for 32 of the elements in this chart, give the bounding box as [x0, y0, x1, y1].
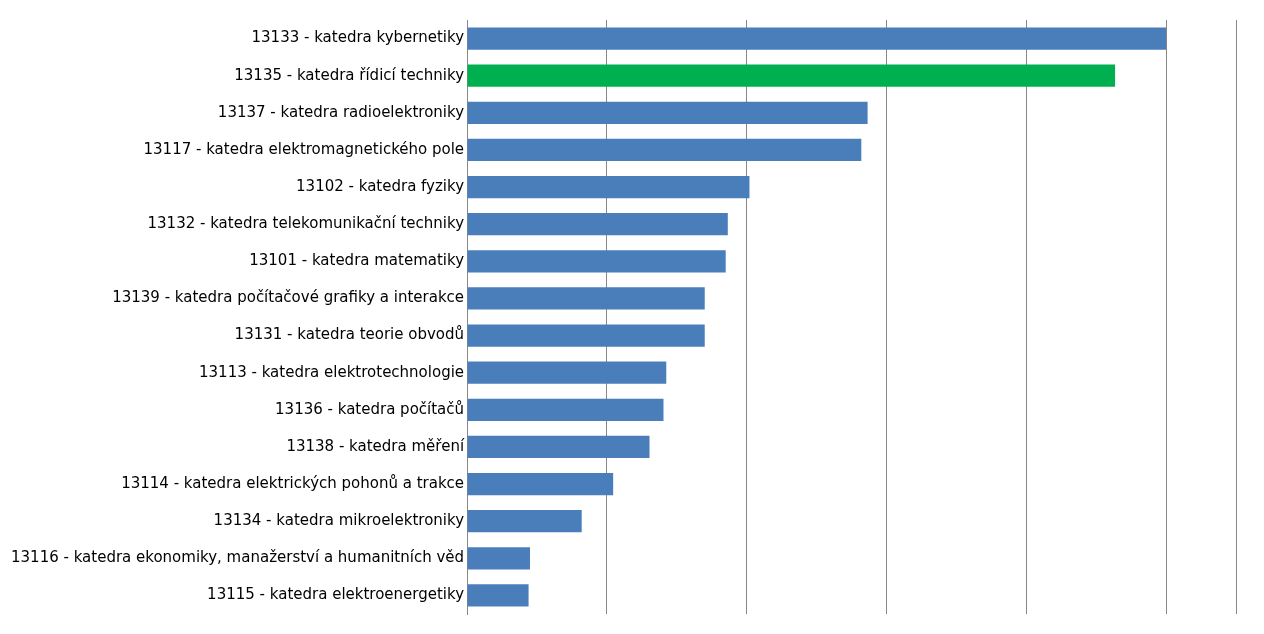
y-tick-label: 13114 - katedra elektrických pohonů a trakce: [121, 473, 465, 492]
bar: [467, 250, 726, 273]
y-tick-label: 13131 - katedra teorie obvodů: [234, 325, 465, 344]
y-tick-label: 13134 - katedra mikroelektroniky: [213, 511, 465, 530]
y-tick-label: 13115 - katedra elektroenergetiky: [207, 585, 465, 604]
y-tick-label: 13113 - katedra elektrotechnologie: [199, 362, 465, 381]
y-tick-label: 13132 - katedra telekomunikační techniky: [147, 214, 465, 233]
y-tick-label: 13102 - katedra fyziky: [296, 176, 465, 195]
bar: [467, 584, 529, 607]
bar: [467, 27, 1167, 50]
y-tick-label: 13117 - katedra elektromagnetického pole: [143, 139, 465, 158]
bar: [467, 547, 530, 570]
bar: [467, 101, 868, 124]
y-tick-label: 13139 - katedra počítačové grafiky a interakce: [112, 288, 465, 307]
bar: [467, 510, 582, 533]
bar: [467, 435, 650, 459]
bar: [467, 64, 1116, 87]
bar: [467, 175, 750, 199]
bar: [467, 472, 614, 496]
y-tick-label: 13101 - katedra matematiky: [249, 251, 465, 270]
bar: [467, 138, 862, 162]
bar: [467, 398, 664, 421]
bar: [467, 287, 705, 310]
y-tick-label: 13137 - katedra radioelektroniky: [217, 102, 465, 121]
y-tick-label: 13135 - katedra řídicí techniky: [234, 65, 465, 84]
bar: [467, 324, 705, 347]
bar: [467, 361, 667, 384]
y-tick-label: 13136 - katedra počítačů: [275, 399, 465, 418]
bar: [467, 213, 728, 236]
y-tick-label: 13133 - katedra kybernetiky: [251, 28, 465, 47]
y-tick-label: 13138 - katedra měření: [286, 436, 465, 455]
y-tick-label: 13116 - katedra ekonomiky, manažerství a humanitních věd: [11, 548, 465, 567]
